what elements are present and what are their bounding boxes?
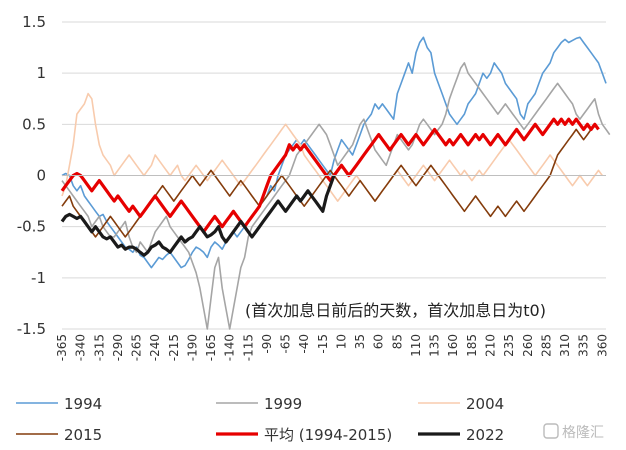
legend-label: 1994 bbox=[64, 395, 102, 413]
y-tick-label: -1 bbox=[31, 269, 46, 287]
x-tick-label: 10 bbox=[335, 334, 349, 349]
x-tick-label: -315 bbox=[92, 334, 106, 361]
x-tick-label: 210 bbox=[484, 334, 498, 357]
x-tick-label: -340 bbox=[74, 334, 88, 361]
watermark-text: 格隆汇 bbox=[562, 425, 604, 441]
x-tick-label: -215 bbox=[167, 334, 181, 361]
y-axis-ticks: 1.5 1 0.5 0 -0.5 -1 -1.5 bbox=[17, 13, 46, 338]
chart-annotation: (首次加息日前后的天数，首次加息日为t0) bbox=[245, 301, 546, 320]
x-tick-label: -165 bbox=[204, 334, 218, 361]
legend-label: 2004 bbox=[466, 395, 504, 413]
x-tick-label: -40 bbox=[297, 334, 311, 354]
x-tick-label: 160 bbox=[446, 334, 460, 357]
x-tick-label: 135 bbox=[428, 334, 442, 357]
x-tick-label: 110 bbox=[409, 334, 423, 357]
legend: 1994 1999 2004 2015 平均 (1994-2015) 2022 bbox=[16, 395, 504, 444]
x-tick-label: -265 bbox=[130, 334, 144, 361]
x-tick-label: -365 bbox=[55, 334, 69, 361]
y-tick-label: -0.5 bbox=[17, 218, 46, 236]
series-lines bbox=[60, 36, 611, 330]
x-tick-label: 310 bbox=[558, 334, 572, 357]
legend-label: 2015 bbox=[64, 426, 102, 444]
y-tick-label: -1.5 bbox=[17, 320, 46, 338]
x-tick-label: 335 bbox=[577, 334, 591, 357]
x-tick-label: 185 bbox=[465, 334, 479, 357]
x-tick-label: 360 bbox=[595, 334, 609, 357]
gridlines bbox=[62, 21, 606, 330]
x-tick-label: 35 bbox=[353, 334, 367, 349]
watermark: 格隆汇 bbox=[543, 423, 604, 441]
x-tick-label: -90 bbox=[260, 334, 274, 354]
x-tick-label: -65 bbox=[279, 334, 293, 354]
x-tick-label: -290 bbox=[111, 334, 125, 361]
x-tick-label: 285 bbox=[539, 334, 553, 357]
x-tick-label: -15 bbox=[316, 334, 330, 354]
x-tick-label: 85 bbox=[390, 334, 404, 349]
x-tick-label: -190 bbox=[185, 334, 199, 361]
series-line bbox=[60, 117, 600, 234]
y-tick-label: 1 bbox=[36, 64, 46, 82]
y-tick-label: 0.5 bbox=[22, 115, 46, 133]
y-tick-label: 0 bbox=[36, 167, 46, 185]
series-line bbox=[61, 92, 603, 202]
x-tick-label: 235 bbox=[502, 334, 516, 357]
x-axis-ticks: -365 -340 -315 -290 -265 -240 -215 -190 -165 -140… bbox=[55, 334, 609, 361]
x-tick-label: -240 bbox=[148, 334, 162, 361]
watermark-icon bbox=[543, 423, 559, 439]
legend-label: 1999 bbox=[264, 395, 302, 413]
series-line bbox=[60, 174, 336, 257]
legend-label: 2022 bbox=[466, 426, 504, 444]
x-tick-label: 260 bbox=[521, 334, 535, 357]
x-tick-label: -115 bbox=[241, 334, 255, 361]
y-tick-label: 1.5 bbox=[22, 13, 46, 31]
x-tick-label: -140 bbox=[223, 334, 237, 361]
series-line bbox=[61, 36, 607, 269]
x-tick-label: 60 bbox=[372, 334, 386, 349]
legend-label: 平均 (1994-2015) bbox=[264, 426, 392, 444]
series-line bbox=[61, 62, 611, 330]
